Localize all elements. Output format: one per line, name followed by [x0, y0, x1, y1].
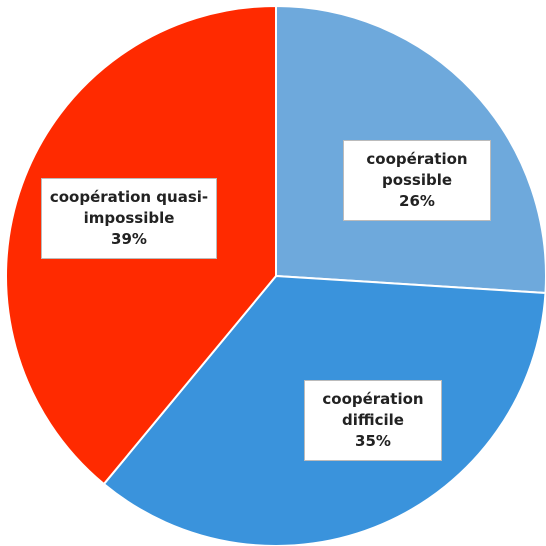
slice-label: coopération quasi-impossible 39%: [41, 178, 217, 259]
category-label: coopération difficile: [322, 390, 424, 429]
slice-label: coopération difficile 35%: [304, 380, 442, 461]
category-label: coopération possible: [366, 150, 468, 189]
slice-label: coopération possible 26%: [343, 140, 491, 221]
value-label: 26%: [399, 192, 435, 210]
category-label: coopération quasi-impossible: [49, 188, 209, 227]
value-label: 35%: [355, 432, 391, 450]
value-label: 39%: [111, 230, 147, 248]
